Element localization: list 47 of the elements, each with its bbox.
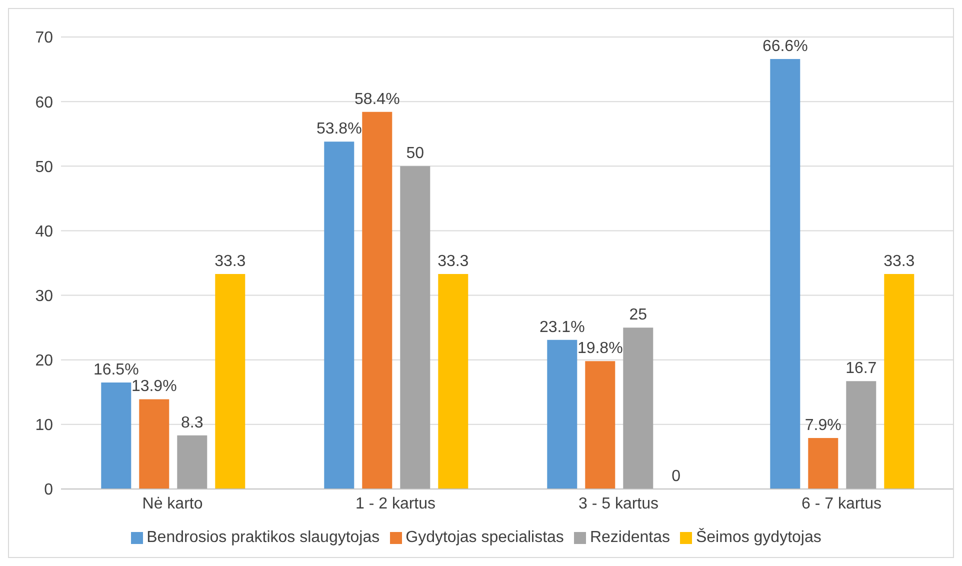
legend-label: Bendrosios praktikos slaugytojas	[146, 529, 380, 546]
y-tick-label: 30	[35, 288, 54, 305]
bar	[215, 274, 246, 489]
bar	[324, 142, 354, 489]
bar	[101, 382, 132, 489]
legend-label: Gydytojas specialistas	[406, 529, 564, 546]
data-label: 33.3	[214, 252, 246, 270]
y-tick-label: 50	[35, 158, 54, 176]
bar	[139, 399, 170, 489]
data-label: 8.3	[181, 414, 204, 432]
bar	[846, 381, 876, 489]
data-label: 13.9%	[131, 378, 177, 396]
bar	[884, 274, 914, 489]
bar	[177, 435, 208, 489]
bar	[400, 166, 430, 489]
y-tick-label: 70	[35, 30, 54, 47]
bar	[623, 328, 654, 489]
data-label: 50	[406, 145, 424, 162]
bar	[585, 361, 616, 489]
x-tick-label: 6 - 7 kartus	[801, 495, 882, 512]
y-tick-label: 40	[35, 223, 54, 240]
data-label: 33.3	[884, 252, 915, 270]
data-label: 19.8%	[577, 340, 623, 358]
data-label: 53.8%	[316, 120, 362, 138]
y-tick-label: 10	[35, 417, 54, 434]
x-tick-label: Nė karto	[142, 495, 203, 512]
y-tick-label: 20	[35, 352, 54, 370]
data-label: 33.3	[438, 252, 469, 270]
bar	[770, 58, 800, 489]
bar	[362, 112, 392, 489]
y-tick-label: 60	[35, 94, 54, 112]
data-label: 58.4%	[354, 90, 400, 108]
data-label: 25	[629, 306, 648, 324]
legend-label: Rezidentas	[590, 529, 670, 546]
data-label: 66.6%	[762, 38, 808, 55]
data-label: 23.1%	[539, 318, 585, 336]
x-tick-label: 3 - 5 kartus	[578, 495, 659, 512]
y-tick-label: 0	[44, 482, 54, 499]
data-label: 16.5%	[93, 361, 139, 378]
data-label: 0	[672, 468, 681, 485]
bar	[808, 438, 838, 489]
bar	[438, 274, 468, 489]
data-label: 16.7	[846, 360, 877, 378]
data-label: 7.9%	[804, 416, 842, 434]
legend-label: Šeimos gydytojas	[696, 529, 822, 546]
x-tick-label: 1 - 2 kartus	[355, 495, 436, 512]
bar	[547, 340, 578, 489]
